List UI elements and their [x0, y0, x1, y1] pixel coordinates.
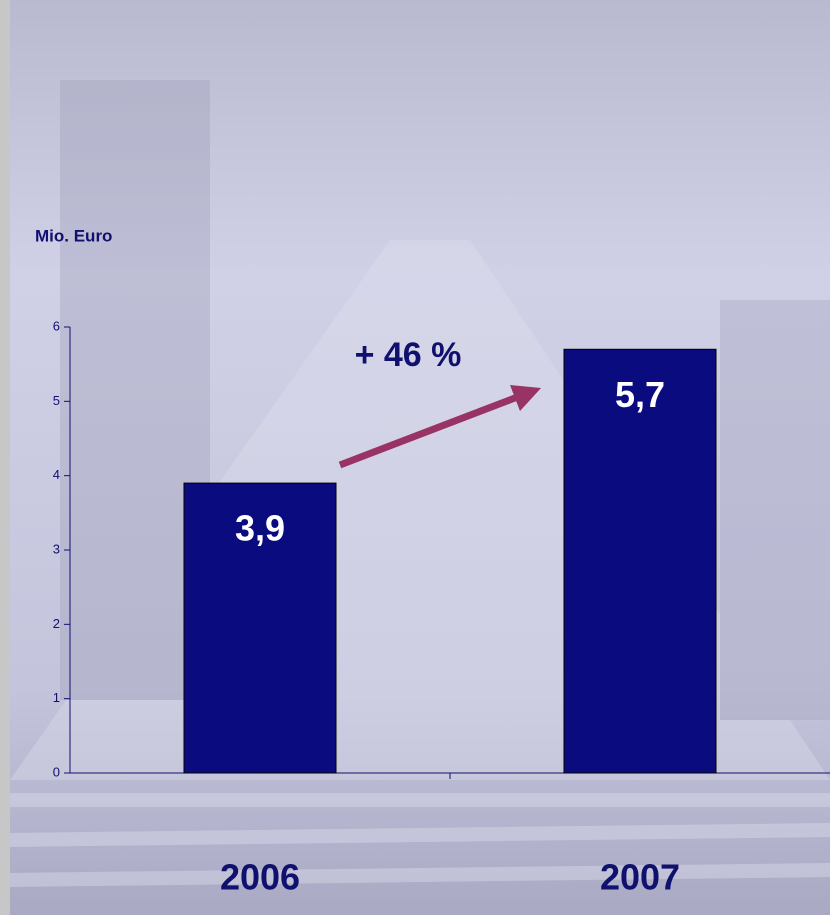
x-tick-label: 2006 — [220, 857, 300, 898]
annotation: + 46 % — [355, 336, 462, 374]
y-axis-label: Mio. Euro — [35, 226, 112, 245]
y-tick-label: 5 — [53, 393, 60, 408]
y-tick-label: 4 — [53, 467, 60, 482]
y-tick-label: 2 — [53, 616, 60, 631]
value-label: 5,7 — [615, 374, 665, 415]
bar — [183, 482, 337, 774]
value-label: 3,9 — [235, 508, 285, 549]
x-tick-label: 2007 — [600, 857, 680, 898]
bar — [563, 348, 717, 774]
y-tick-label: 0 — [53, 764, 60, 779]
growth-arrow — [338, 384, 542, 469]
y-tick-label: 3 — [53, 541, 60, 556]
y-tick-label: 6 — [53, 318, 60, 333]
y-tick-label: 1 — [53, 690, 60, 705]
